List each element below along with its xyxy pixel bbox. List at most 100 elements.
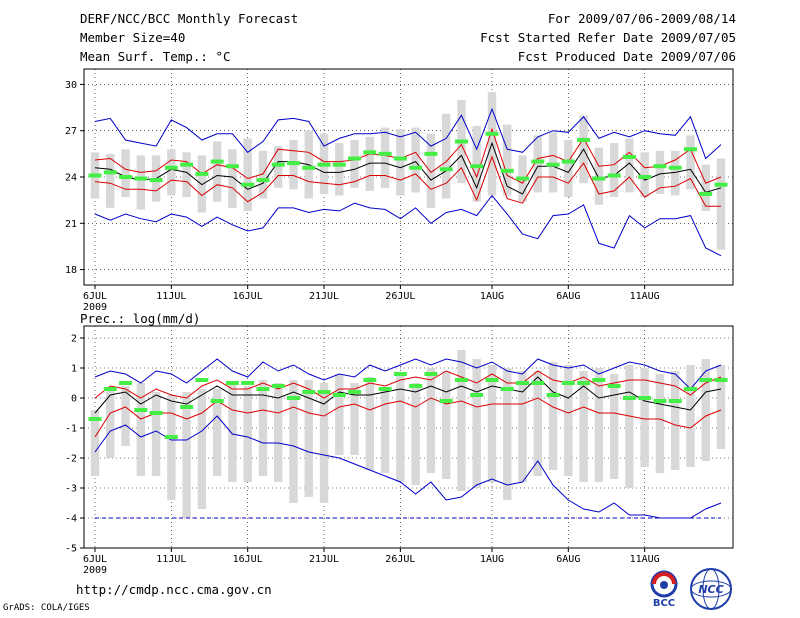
- range-bar: [350, 139, 359, 188]
- observed-mark: [699, 378, 713, 382]
- observed-mark: [424, 372, 438, 376]
- range-bar: [441, 113, 451, 199]
- observed-mark: [577, 137, 591, 142]
- observed-mark: [348, 390, 362, 394]
- series-max-line: [94, 107, 722, 160]
- range-bar: [548, 132, 558, 193]
- observed-mark: [363, 150, 377, 155]
- observed-mark: [561, 159, 575, 164]
- x-tick-label: 26JUL: [385, 554, 415, 565]
- source-url[interactable]: http://cmdp.ncc.cma.gov.cn: [76, 582, 272, 597]
- range-bar: [716, 365, 726, 449]
- observed-mark: [577, 381, 591, 385]
- chart-title: DERF/NCC/BCC Monthly Forecast: [80, 11, 299, 26]
- plot-frame: [83, 325, 734, 549]
- range-bar: [365, 377, 375, 470]
- range-bar: [686, 365, 695, 467]
- observed-mark: [180, 162, 194, 167]
- ncc-logo-latitude: [690, 580, 732, 598]
- y-tick-label: 21: [65, 219, 77, 230]
- x-tick-label: 11AUG: [630, 291, 660, 302]
- observed-mark: [378, 387, 392, 391]
- observed-mark: [424, 151, 438, 156]
- range-bar: [609, 143, 619, 198]
- y-tick-label: -2: [65, 454, 77, 465]
- variable-label: Mean Surf. Temp.: °C: [80, 49, 231, 64]
- observed-mark: [592, 176, 606, 181]
- range-bar: [609, 374, 619, 479]
- observed-mark: [256, 387, 270, 391]
- ncc-logo-longitude: [702, 568, 720, 610]
- x-tick-label: 11AUG: [630, 554, 660, 565]
- range-bar: [625, 138, 634, 193]
- range-bar: [197, 389, 207, 509]
- range-bar: [640, 368, 649, 467]
- series-min-line: [94, 194, 722, 257]
- bcc-logo-arc: [652, 572, 676, 585]
- observed-mark: [210, 159, 224, 164]
- observed-mark: [454, 139, 468, 144]
- observed-mark: [378, 151, 392, 156]
- range-bar: [167, 395, 176, 500]
- range-bar: [380, 389, 390, 473]
- observed-mark: [271, 162, 285, 167]
- range-bar: [304, 380, 313, 497]
- observed-mark: [134, 408, 148, 412]
- observed-mark: [180, 405, 194, 409]
- range-bar: [182, 152, 191, 198]
- precip-panel-title: Prec.: log(mm/d): [80, 311, 201, 326]
- observed-mark: [317, 390, 331, 394]
- range-bar: [564, 139, 573, 198]
- observed-mark: [561, 381, 575, 385]
- range-bar: [426, 133, 436, 208]
- observed-mark: [393, 372, 407, 376]
- y-tick-label: -4: [65, 514, 77, 525]
- observed-mark: [241, 381, 255, 385]
- range-bar: [182, 392, 191, 518]
- observed-mark: [225, 164, 239, 169]
- forecast-produced-date: Fcst Produced Date 2009/07/06: [517, 49, 736, 64]
- y-tick-label: 1: [71, 364, 77, 375]
- observed-mark: [164, 165, 178, 170]
- observed-mark: [516, 381, 530, 385]
- x-tick-label: 16JUL: [233, 291, 263, 302]
- range-bar: [426, 368, 436, 473]
- observed-mark: [607, 384, 621, 388]
- observed-mark: [332, 162, 346, 167]
- range-bar: [380, 127, 390, 188]
- bcc-logo: BCC: [650, 570, 678, 608]
- observed-mark: [531, 381, 545, 385]
- range-bar: [228, 383, 237, 482]
- range-bar: [228, 149, 237, 208]
- observed-mark: [668, 399, 682, 403]
- observed-mark: [241, 182, 255, 187]
- range-bar: [670, 150, 680, 196]
- observed-mark: [164, 435, 178, 439]
- series-max-line: [94, 358, 722, 390]
- series-mean-line: [94, 141, 722, 195]
- range-bar: [594, 368, 604, 482]
- x-tick-label: 16JUL: [233, 554, 263, 565]
- range-bar: [243, 386, 252, 482]
- range-bar: [701, 359, 710, 461]
- observed-mark: [271, 384, 285, 388]
- range-bar: [136, 383, 146, 476]
- observed-mark: [225, 381, 239, 385]
- range-bar: [640, 152, 649, 198]
- range-bar: [594, 147, 604, 205]
- observed-mark: [622, 396, 636, 400]
- range-bar: [289, 380, 298, 503]
- observed-mark: [714, 378, 728, 382]
- x-tick-label: 6AUG: [556, 291, 580, 302]
- range-bar: [197, 155, 207, 213]
- range-bar: [365, 136, 375, 191]
- y-tick-label: 30: [65, 80, 77, 91]
- range-bar: [411, 127, 420, 193]
- range-bar: [319, 383, 329, 503]
- range-bar: [441, 371, 451, 479]
- range-bar: [670, 371, 680, 470]
- observed-mark: [653, 164, 667, 169]
- series-spread_upper-line: [94, 127, 722, 184]
- observed-mark: [622, 154, 636, 159]
- observed-mark: [149, 178, 163, 183]
